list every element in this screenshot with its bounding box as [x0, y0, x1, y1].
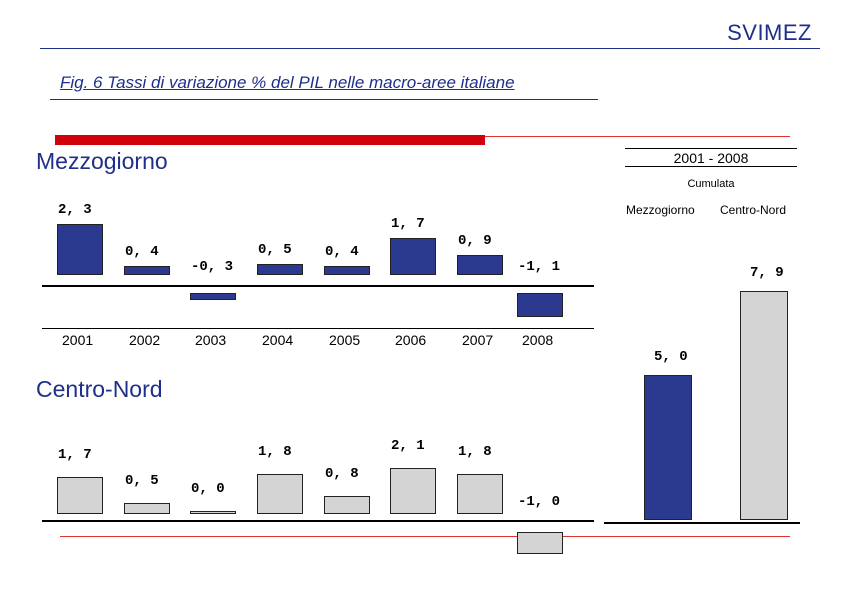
- centro-nord-value-label: 1, 8: [458, 444, 492, 461]
- mezzogiorno-bar: [57, 224, 103, 275]
- cumulative-value-label: 5, 0: [654, 349, 688, 365]
- centro-nord-bar: [124, 503, 170, 514]
- centro-nord-value-label: 1, 8: [258, 444, 292, 461]
- mezzogiorno-axis: [42, 285, 594, 287]
- mezzogiorno-title: Mezzogiorno: [36, 148, 168, 174]
- centro-nord-title: Centro-Nord: [36, 376, 163, 402]
- mezzogiorno-bar: [517, 293, 563, 318]
- mezzogiorno-bar: [457, 255, 503, 275]
- mezzogiorno-value-label: 1, 7: [391, 215, 425, 232]
- centro-nord-bar: [257, 474, 303, 514]
- centro-nord-bar: [57, 476, 103, 514]
- figure-title: Fig. 6 Tassi di variazione % del PIL nel…: [60, 73, 515, 92]
- mezzogiorno-value-label: 0, 9: [458, 233, 492, 250]
- header-rule: [40, 48, 820, 49]
- cumulative-bottom-rule: [625, 166, 797, 167]
- mezzogiorno-bar: [324, 266, 370, 275]
- mezzogiorno-value-label: -0, 3: [191, 259, 234, 275]
- centro-nord-value-label: 2, 1: [391, 437, 425, 454]
- mezzogiorno-value-label: 0, 4: [125, 244, 159, 261]
- centro-nord-value-label: 0, 0: [191, 481, 225, 497]
- centro-nord-value-label: 1, 7: [58, 446, 92, 463]
- year-tick-label: 2004: [262, 332, 294, 348]
- cumulative-subtitle: Cumulata: [687, 178, 735, 190]
- centro-nord-bar: [517, 532, 563, 554]
- accent-red-line: [485, 136, 790, 137]
- centro-nord-bar: [457, 474, 503, 514]
- centro-nord-value-label: 0, 5: [125, 473, 159, 489]
- figure-title-rule: [50, 99, 598, 100]
- year-tick-label: 2005: [329, 332, 361, 348]
- year-tick-label: 2003: [195, 332, 227, 348]
- year-tick-label: 2002: [129, 332, 161, 348]
- cumulative-period: 2001 - 2008: [673, 150, 749, 166]
- mezzogiorno-value-label: -1, 1: [518, 259, 561, 275]
- mezzogiorno-value-label: 0, 4: [325, 244, 359, 261]
- brand-title: SVIMEZ: [727, 20, 812, 45]
- mezzogiorno-value-label: 2, 3: [58, 202, 92, 219]
- mezzogiorno-bar: [190, 293, 236, 300]
- year-tick-label: 2001: [62, 332, 94, 348]
- cumulative-legend-mezzogiorno: Mezzogiorno: [626, 203, 695, 217]
- centro-nord-axis: [42, 520, 594, 522]
- bottom-red-line: [60, 536, 790, 537]
- year-tick-label: 2008: [522, 332, 554, 348]
- cumulative-top-rule: [625, 148, 797, 149]
- accent-red-bar: [55, 135, 485, 145]
- cumulative-bar: [644, 375, 692, 520]
- mezzogiorno-value-label: 0, 5: [258, 242, 292, 258]
- year-tick-label: 2006: [395, 332, 427, 348]
- mezzogiorno-bar: [257, 264, 303, 275]
- centro-nord-value-label: -1, 0: [518, 494, 561, 510]
- mezzogiorno-bar: [390, 237, 436, 275]
- cumulative-axis: [604, 522, 800, 524]
- mezzogiorno-bar: [124, 266, 170, 275]
- centro-nord-bar: [190, 511, 236, 514]
- cumulative-bar: [740, 290, 788, 520]
- cumulative-value-label: 7, 9: [750, 264, 784, 281]
- centro-nord-bar: [324, 496, 370, 514]
- year-axis: [42, 328, 594, 329]
- cumulative-legend-centro-nord: Centro-Nord: [720, 203, 787, 217]
- centro-nord-bar: [390, 467, 436, 514]
- year-tick-label: 2007: [462, 332, 494, 348]
- centro-nord-value-label: 0, 8: [325, 466, 359, 483]
